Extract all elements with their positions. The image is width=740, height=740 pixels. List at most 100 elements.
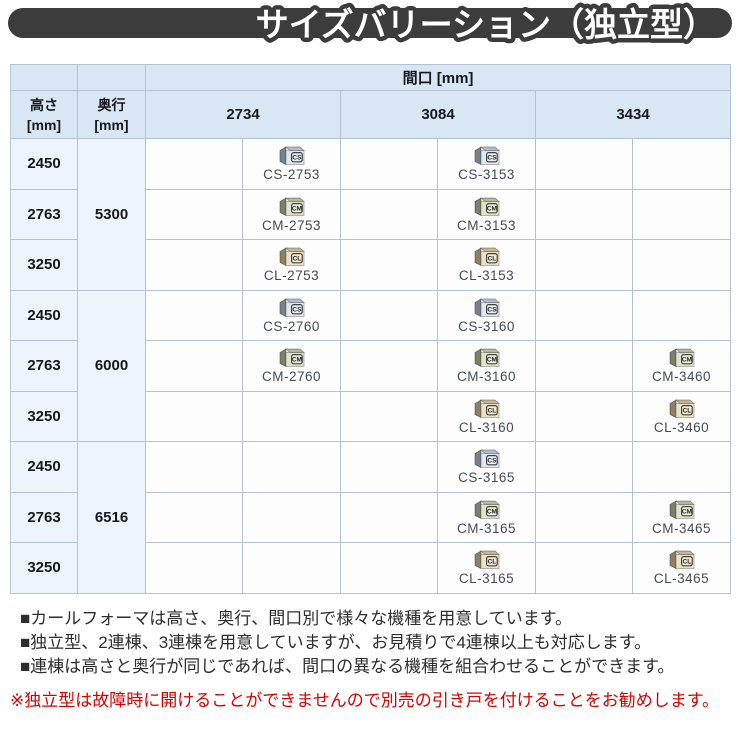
empty-cell (631, 441, 732, 493)
product-code: CS-3160 (458, 318, 515, 334)
product-box-icon: CL (474, 399, 500, 418)
product-box-icon: CL (474, 247, 500, 267)
product-code: CS-3165 (458, 470, 515, 486)
size-variation-table: 間口 [mm] 高さ [mm] 奥行 [mm] 2734 3084 3434 2… (10, 64, 732, 594)
table-row: 2763 CM CM-3165 CM CM-3465 (10, 491, 732, 543)
svg-text:CL: CL (292, 256, 301, 263)
header-row-span: 間口 [mm] (10, 64, 732, 91)
product-box-icon: CM (474, 500, 500, 519)
product-cell: CL CL-3160 (437, 390, 536, 442)
empty-cell (340, 390, 438, 442)
table-row: 2450 6516 CS CS-3165 (10, 441, 732, 594)
product-cell: CL CL-3153 (437, 239, 536, 291)
product-code: CM-2753 (261, 217, 322, 233)
width-header-3434: 3434 (534, 90, 732, 139)
height-cell: 2450 (10, 138, 78, 190)
product-box-icon: CM (669, 500, 695, 519)
product-code: CM-3153 (456, 217, 517, 233)
note-line: ■独立型、2連棟、3連棟を用意していますが、お見積りで4連棟以上も対応します。 (20, 633, 652, 652)
product-box-icon: CM (474, 197, 500, 216)
product-cell: CL CL-2753 (242, 239, 341, 291)
width-header-2734: 2734 (145, 90, 341, 139)
svg-text:CL: CL (487, 256, 496, 263)
product-icon-wrap: CS (243, 145, 340, 166)
empty-cell (145, 138, 243, 190)
width-group-header: 間口 [mm] (144, 64, 732, 91)
empty-cell (242, 491, 341, 543)
product-cell: CM CM-3153 (437, 188, 536, 240)
height-label: 高さ (30, 96, 58, 113)
product-box-icon: CS (474, 449, 500, 469)
product-box-icon: CM (474, 348, 500, 368)
svg-text:CS: CS (292, 155, 302, 162)
warning-note: ※独立型は故障時に開けることができませんので別売の引き戸を付けることをお勧めしま… (10, 691, 720, 710)
product-cell: CL CL-3165 (437, 542, 536, 594)
product-code: CL-3153 (458, 268, 515, 284)
table-row: 2450 6000 CS CS-2760 CS CS-3160 (10, 289, 732, 442)
corner-cell-height (10, 64, 78, 91)
table-row: 2763 CM CM-2760 CM CM-3160 CM CM-3460 (10, 340, 732, 392)
product-icon-wrap: CS (438, 448, 535, 469)
product-cell: CM CM-2760 (242, 340, 341, 392)
table-row: 3250 CL CL-2753 CL CL-3153 (10, 239, 732, 291)
empty-cell (535, 390, 633, 442)
product-icon-wrap: CM (438, 499, 535, 520)
product-code: CL-3460 (653, 419, 710, 435)
product-code: CL-3160 (458, 419, 515, 435)
height-cell: 2450 (10, 441, 78, 493)
empty-cell (340, 340, 438, 392)
depth-cell: 6516 (77, 441, 146, 594)
empty-cell (145, 542, 243, 594)
product-box-icon: CS (474, 146, 500, 166)
product-icon-wrap: CM (438, 347, 535, 368)
product-cell: CL CL-3465 (631, 542, 732, 594)
product-icon-wrap: CL (438, 549, 535, 570)
product-icon-wrap: CM (243, 347, 340, 368)
note-line: ■カールフォーマは高さ、奥行、間口別で様々な機種を用意しています。 (20, 609, 573, 628)
empty-cell (340, 239, 438, 291)
product-code: CS-3153 (458, 167, 515, 183)
empty-cell (242, 390, 341, 442)
svg-text:CL: CL (487, 407, 496, 414)
svg-text:CM: CM (486, 357, 496, 364)
empty-cell (535, 340, 633, 392)
empty-cell (340, 491, 438, 543)
empty-cell (145, 239, 243, 291)
empty-cell (535, 289, 633, 341)
product-code: CS-2753 (263, 167, 320, 183)
empty-cell (145, 390, 243, 442)
empty-cell (340, 441, 438, 493)
product-box-icon: CM (279, 348, 305, 368)
depth-label: 奥行 (97, 96, 126, 113)
depth-unit: [mm] (94, 116, 129, 133)
height-cell: 2450 (10, 289, 78, 341)
product-icon-wrap: CL (633, 398, 730, 419)
product-box-icon: CS (279, 298, 305, 317)
note-line: ■連棟は高さと奥行が同じであれば、間口の異なる機種を組合わせることができます。 (20, 657, 675, 676)
table-row: 2763 CM CM-2753 CM CM-3153 (10, 188, 732, 240)
product-icon-wrap: CM (438, 196, 535, 217)
svg-text:CM: CM (486, 205, 496, 212)
svg-text:CS: CS (487, 306, 497, 313)
height-unit: [mm] (26, 116, 62, 133)
empty-cell (631, 138, 732, 190)
svg-text:CS: CS (487, 155, 497, 162)
svg-text:CM: CM (291, 205, 301, 212)
empty-cell (145, 340, 243, 392)
product-code: CL-3465 (653, 571, 710, 587)
empty-cell (535, 239, 633, 291)
depth-cell: 6000 (77, 289, 146, 442)
table-body: 2450 5300 CS CS-2753 CS CS-3153 2763 CM CM-2753 C… (10, 138, 732, 594)
product-box-icon: CM (279, 197, 305, 216)
product-cell: CM CM-2753 (242, 188, 341, 240)
product-code: CM-3465 (652, 520, 712, 536)
product-icon-wrap: CM (633, 347, 730, 368)
svg-text:CL: CL (487, 559, 496, 566)
svg-text:CL: CL (682, 559, 691, 566)
empty-cell (340, 188, 438, 240)
empty-cell (631, 289, 732, 341)
svg-text:CS: CS (487, 458, 497, 465)
height-cell: 3250 (10, 239, 78, 291)
product-box-icon: CL (474, 550, 500, 570)
